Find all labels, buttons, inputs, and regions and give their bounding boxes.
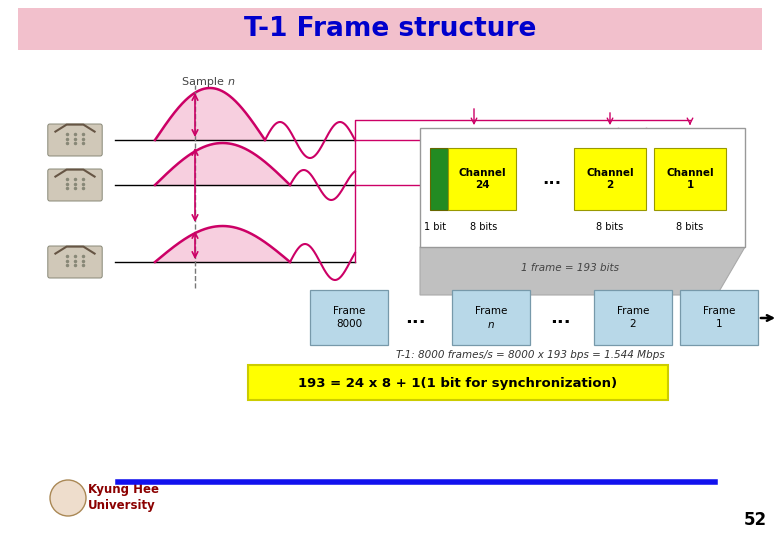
Text: Kyung Hee: Kyung Hee (88, 483, 159, 496)
Bar (310, 290, 388, 345)
Text: University: University (88, 498, 156, 511)
Bar (654, 148, 726, 210)
Bar (448, 148, 516, 210)
Text: 8 bits: 8 bits (470, 222, 498, 232)
FancyBboxPatch shape (48, 124, 102, 156)
FancyBboxPatch shape (48, 169, 102, 201)
Text: Channel
1: Channel 1 (666, 168, 714, 190)
Bar (248, 365, 668, 400)
Text: 8 bits: 8 bits (597, 222, 624, 232)
Bar (452, 290, 530, 345)
Text: 1 bit: 1 bit (424, 222, 446, 232)
Text: ...: ... (405, 309, 425, 327)
Text: Frame: Frame (475, 306, 507, 315)
Bar (420, 128, 745, 247)
Text: Sample: Sample (182, 77, 228, 87)
Text: n: n (228, 77, 235, 87)
Bar (594, 290, 672, 345)
Text: T-1: 8000 frames/s = 8000 x 193 bps = 1.544 Mbps: T-1: 8000 frames/s = 8000 x 193 bps = 1.… (395, 350, 665, 360)
Text: Frame
8000: Frame 8000 (333, 306, 365, 329)
Bar (574, 148, 646, 210)
Text: ...: ... (542, 170, 562, 188)
Text: ...: ... (550, 309, 570, 327)
Text: Channel
24: Channel 24 (458, 168, 505, 190)
Text: 8 bits: 8 bits (676, 222, 704, 232)
Bar (18, 8, 762, 50)
Circle shape (50, 480, 86, 516)
Text: Frame
1: Frame 1 (703, 306, 736, 329)
Text: 1 frame = 193 bits: 1 frame = 193 bits (521, 263, 619, 273)
Bar (430, 148, 448, 210)
Text: T-1 Frame structure: T-1 Frame structure (244, 16, 536, 42)
Text: Channel
2: Channel 2 (587, 168, 634, 190)
Text: 52: 52 (743, 511, 767, 529)
Polygon shape (420, 247, 745, 295)
Text: 193 = 24 x 8 + 1(1 bit for synchronization): 193 = 24 x 8 + 1(1 bit for synchronizati… (299, 376, 618, 389)
Text: Frame
2: Frame 2 (617, 306, 649, 329)
Bar (680, 290, 758, 345)
Text: n: n (488, 321, 495, 330)
FancyBboxPatch shape (48, 246, 102, 278)
